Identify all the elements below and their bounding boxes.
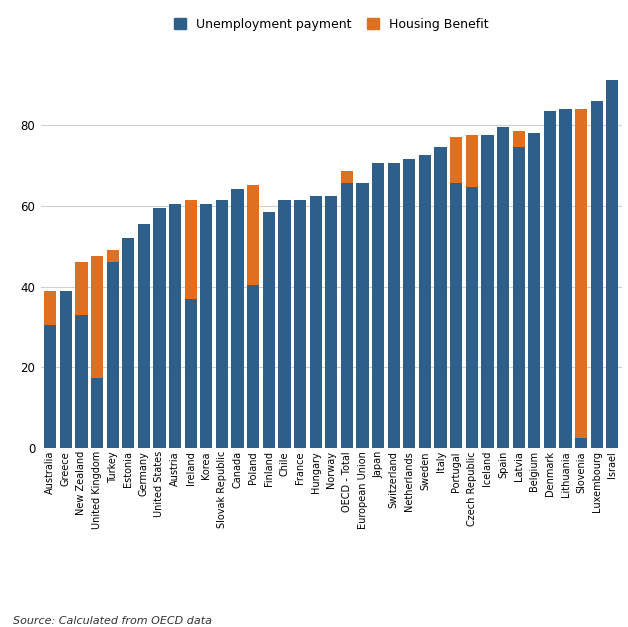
Text: Source: Calculated from OECD data: Source: Calculated from OECD data [13, 616, 212, 626]
Bar [278, 199, 291, 448]
Bar [435, 147, 447, 448]
Bar [512, 131, 525, 147]
Bar [512, 147, 525, 448]
Bar [341, 184, 353, 448]
Bar [325, 196, 337, 448]
Bar [419, 155, 431, 448]
Bar [575, 108, 587, 438]
Bar [153, 208, 166, 448]
Bar [263, 212, 275, 448]
Bar [107, 250, 119, 262]
Bar [75, 262, 87, 315]
Bar [232, 189, 244, 448]
Bar [450, 184, 462, 448]
Bar [606, 80, 619, 448]
Bar [357, 184, 369, 448]
Bar [247, 186, 259, 285]
Bar [60, 290, 72, 448]
Bar [497, 127, 509, 448]
Bar [44, 325, 57, 448]
Bar [341, 171, 353, 184]
Bar [122, 238, 134, 448]
Bar [575, 438, 587, 448]
Bar [403, 159, 416, 448]
Bar [387, 163, 400, 448]
Bar [247, 285, 259, 448]
Bar [107, 262, 119, 448]
Bar [185, 298, 197, 448]
Bar [310, 196, 322, 448]
Bar [544, 110, 556, 448]
Bar [169, 204, 181, 448]
Bar [450, 137, 462, 184]
Bar [216, 199, 228, 448]
Bar [466, 135, 478, 187]
Bar [91, 256, 103, 377]
Bar [294, 199, 306, 448]
Bar [591, 100, 603, 448]
Bar [560, 108, 571, 448]
Bar [372, 163, 384, 448]
Bar [481, 135, 494, 448]
Bar [44, 290, 57, 325]
Bar [200, 204, 212, 448]
Bar [185, 199, 197, 298]
Bar [75, 315, 87, 448]
Bar [91, 377, 103, 448]
Bar [528, 133, 540, 448]
Bar [466, 187, 478, 448]
Bar [138, 224, 150, 448]
Legend: Unemployment payment, Housing Benefit: Unemployment payment, Housing Benefit [174, 18, 489, 31]
